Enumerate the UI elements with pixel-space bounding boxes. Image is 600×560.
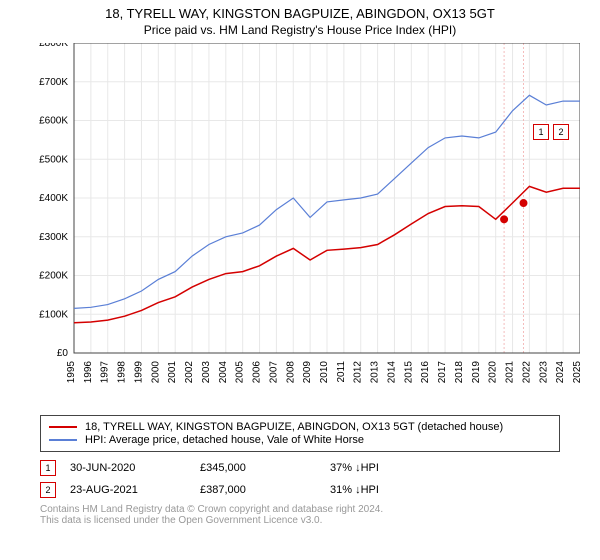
svg-text:2016: 2016 [420,361,431,384]
svg-text:£400K: £400K [39,193,68,204]
svg-text:2010: 2010 [319,361,330,384]
svg-text:£500K: £500K [39,154,68,165]
svg-text:2020: 2020 [488,361,499,384]
svg-text:2004: 2004 [218,361,229,384]
sale-date: 23-AUG-2021 [70,484,200,496]
svg-text:£0: £0 [57,348,69,359]
price-chart: £0 £100K £200K £300K £400K £500K £600K £700K £80… [20,43,580,413]
sale-price: £387,000 [200,484,330,496]
svg-text:2000: 2000 [150,361,161,384]
svg-text:2012: 2012 [353,361,364,384]
legend-label-hpi: HPI: Average price, detached house, Vale… [85,434,364,446]
sale-row: 1 30-JUN-2020 £345,000 37%HPI [40,460,600,476]
sale-price: £345,000 [200,462,330,474]
svg-text:1996: 1996 [83,361,94,384]
svg-text:£300K: £300K [39,232,68,243]
page-subtitle: Price paid vs. HM Land Registry's House … [0,23,600,37]
svg-text:1999: 1999 [133,361,144,384]
svg-text:2025: 2025 [572,361,580,384]
svg-text:2005: 2005 [235,361,246,384]
svg-text:2006: 2006 [252,361,263,384]
footer-line1: Contains HM Land Registry data © Crown c… [40,504,600,515]
sale-row: 2 23-AUG-2021 £387,000 31%HPI [40,482,600,498]
svg-text:2024: 2024 [555,361,566,384]
svg-text:1997: 1997 [100,361,111,384]
svg-text:£700K: £700K [39,77,68,88]
svg-text:2003: 2003 [201,361,212,384]
sale-marker-1: 1 [40,460,56,476]
page-title: 18, TYRELL WAY, KINGSTON BAGPUIZE, ABING… [0,6,600,21]
legend-row-hpi: HPI: Average price, detached house, Vale… [49,434,551,446]
down-arrow-icon [352,484,361,496]
svg-text:2011: 2011 [336,361,347,383]
svg-text:2018: 2018 [454,361,465,384]
sale-pct: 31%HPI [330,484,460,496]
legend-swatch-subject [49,426,77,428]
sale-date: 30-JUN-2020 [70,462,200,474]
svg-text:2015: 2015 [403,361,414,384]
svg-text:2001: 2001 [167,361,178,384]
legend-swatch-hpi [49,439,77,441]
svg-text:£600K: £600K [39,116,68,127]
marker-index-2: 2 [553,124,569,140]
chart-svg: £0 £100K £200K £300K £400K £500K £600K £700K £80… [20,43,580,413]
svg-text:2022: 2022 [521,361,532,384]
footer-line2: This data is licensed under the Open Gov… [40,515,600,526]
svg-text:2014: 2014 [386,361,397,384]
legend: 18, TYRELL WAY, KINGSTON BAGPUIZE, ABING… [40,415,560,452]
sales-table: 1 30-JUN-2020 £345,000 37%HPI 2 23-AUG-2… [40,460,600,498]
svg-text:2002: 2002 [184,361,195,384]
svg-text:1998: 1998 [117,361,128,384]
svg-text:2013: 2013 [370,361,381,384]
svg-text:1995: 1995 [66,361,77,384]
sale-pct: 37%HPI [330,462,460,474]
marker-index-box: 1 2 [532,123,570,141]
footer-attribution: Contains HM Land Registry data © Crown c… [40,504,600,526]
down-arrow-icon [352,462,361,474]
marker-index-1: 1 [533,124,549,140]
svg-text:2023: 2023 [538,361,549,384]
svg-text:2008: 2008 [285,361,296,384]
svg-text:2017: 2017 [437,361,448,384]
svg-text:2007: 2007 [268,361,279,384]
legend-row-subject: 18, TYRELL WAY, KINGSTON BAGPUIZE, ABING… [49,421,551,433]
svg-text:£200K: £200K [39,271,68,282]
svg-text:£800K: £800K [39,43,68,49]
svg-text:£100K: £100K [39,309,68,320]
legend-label-subject: 18, TYRELL WAY, KINGSTON BAGPUIZE, ABING… [85,421,503,433]
sale-marker-2: 2 [40,482,56,498]
svg-text:2009: 2009 [302,361,313,384]
svg-text:2021: 2021 [505,361,516,384]
svg-text:2019: 2019 [471,361,482,384]
